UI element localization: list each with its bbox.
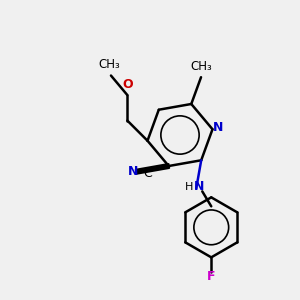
Text: CH₃: CH₃ — [99, 58, 120, 71]
Text: CH₃: CH₃ — [190, 60, 212, 73]
Text: N: N — [213, 121, 223, 134]
Text: C: C — [144, 167, 152, 180]
Text: H: H — [184, 182, 193, 192]
Text: N: N — [128, 165, 138, 178]
Text: N: N — [194, 180, 205, 193]
Text: F: F — [207, 270, 215, 283]
Text: O: O — [122, 79, 133, 92]
